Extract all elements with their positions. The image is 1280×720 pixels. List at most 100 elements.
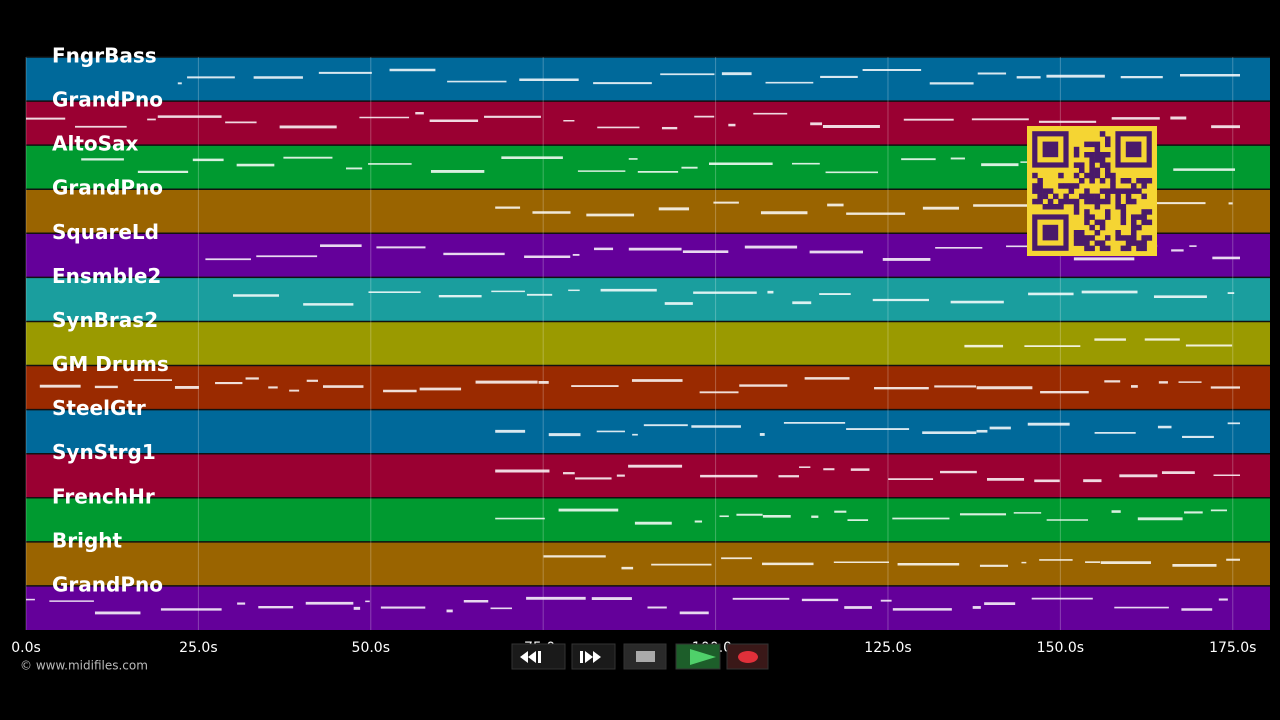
qr-module (1084, 193, 1090, 200)
qr-module (1141, 214, 1147, 220)
track-lane (26, 321, 1270, 366)
tick-label: 175.0s (1209, 640, 1256, 656)
qr-module (1146, 209, 1153, 215)
qr-module (1094, 193, 1101, 200)
qr-module (1084, 188, 1090, 194)
qr-module (1094, 230, 1101, 236)
qr-module (1047, 188, 1054, 194)
qr-module (1084, 172, 1090, 179)
qr-finder (1125, 141, 1142, 158)
qr-module (1105, 214, 1111, 220)
track-name: GM Drums (52, 352, 169, 376)
track-name: SquareLd (52, 220, 159, 244)
track-lane (26, 409, 1270, 454)
qr-module (1073, 162, 1080, 168)
qr-module (1084, 152, 1090, 158)
qr-module (1037, 198, 1043, 205)
qr-module (1125, 188, 1132, 194)
forward-icon (580, 651, 601, 663)
qr-module (1099, 219, 1106, 226)
qr-module (1073, 204, 1080, 210)
qr-module (1037, 178, 1043, 184)
player-controls (511, 643, 769, 670)
qr-module (1105, 162, 1111, 168)
track-lane (26, 365, 1270, 410)
qr-module (1094, 146, 1101, 153)
qr-module (1115, 235, 1121, 241)
qr-module (1079, 178, 1085, 184)
qr-module (1058, 183, 1064, 189)
qr-module (1084, 141, 1090, 148)
qr-module (1141, 219, 1147, 226)
qr-module (1058, 172, 1064, 179)
qr-module (1115, 198, 1121, 205)
qr-module (1089, 157, 1095, 163)
qr-module (1084, 219, 1090, 226)
qr-module (1094, 157, 1101, 163)
qr-module (1105, 141, 1111, 148)
qr-module (1079, 240, 1085, 246)
qr-module (1068, 188, 1075, 194)
qr-module (1073, 183, 1080, 189)
track-name: SteelGtr (52, 396, 146, 420)
qr-finder (1042, 224, 1059, 241)
qr-module (1094, 172, 1101, 179)
qr-module (1089, 172, 1095, 179)
qr-code (1027, 126, 1157, 256)
qr-module (1099, 162, 1106, 168)
qr-module (1131, 224, 1137, 231)
qr-module (1037, 193, 1043, 200)
qr-module (1131, 198, 1137, 205)
qr-module (1120, 245, 1127, 252)
qr-module (1073, 198, 1080, 205)
track-name: FngrBass (52, 44, 157, 68)
qr-module (1089, 214, 1095, 220)
qr-module (1136, 240, 1142, 246)
qr-module (1073, 172, 1080, 179)
qr-module (1073, 152, 1080, 158)
qr-module (1058, 198, 1064, 205)
qr-module (1141, 235, 1147, 241)
qr-module (1110, 178, 1116, 184)
qr-module (1110, 172, 1116, 179)
qr-module (1105, 193, 1111, 200)
qr-module (1120, 178, 1127, 184)
qr-module (1094, 240, 1101, 246)
qr-module (1110, 188, 1116, 194)
qr-module (1105, 209, 1111, 215)
qr-module (1089, 178, 1095, 184)
qr-module (1079, 167, 1085, 174)
qr-module (1125, 240, 1132, 246)
tick-label: 0.0s (11, 640, 41, 656)
qr-module (1089, 141, 1095, 148)
qr-module (1084, 214, 1090, 220)
qr-module (1099, 188, 1106, 194)
qr-module (1032, 188, 1038, 194)
qr-module (1115, 230, 1121, 236)
qr-module (1079, 162, 1085, 168)
qr-module (1063, 193, 1069, 200)
qr-module (1042, 188, 1049, 194)
track-name: GrandPno (52, 572, 163, 596)
qr-module (1094, 198, 1101, 205)
qr-module (1105, 198, 1111, 205)
qr-module (1099, 157, 1106, 163)
qr-module (1105, 167, 1111, 174)
qr-module (1073, 230, 1080, 236)
qr-module (1131, 214, 1137, 220)
qr-module (1120, 214, 1127, 220)
qr-module (1084, 240, 1090, 246)
qr-module (1099, 240, 1106, 246)
qr-module (1105, 245, 1111, 252)
qr-module (1084, 245, 1090, 252)
qr-module (1068, 183, 1075, 189)
qr-module (1099, 224, 1106, 231)
tick-label: 125.0s (864, 640, 911, 656)
qr-module (1131, 240, 1137, 246)
qr-module (1120, 219, 1127, 226)
qr-module (1141, 209, 1147, 215)
qr-module (1094, 152, 1101, 158)
qr-module (1032, 172, 1038, 179)
qr-module (1131, 183, 1137, 189)
copyright: © www.midifiles.com (20, 659, 148, 673)
